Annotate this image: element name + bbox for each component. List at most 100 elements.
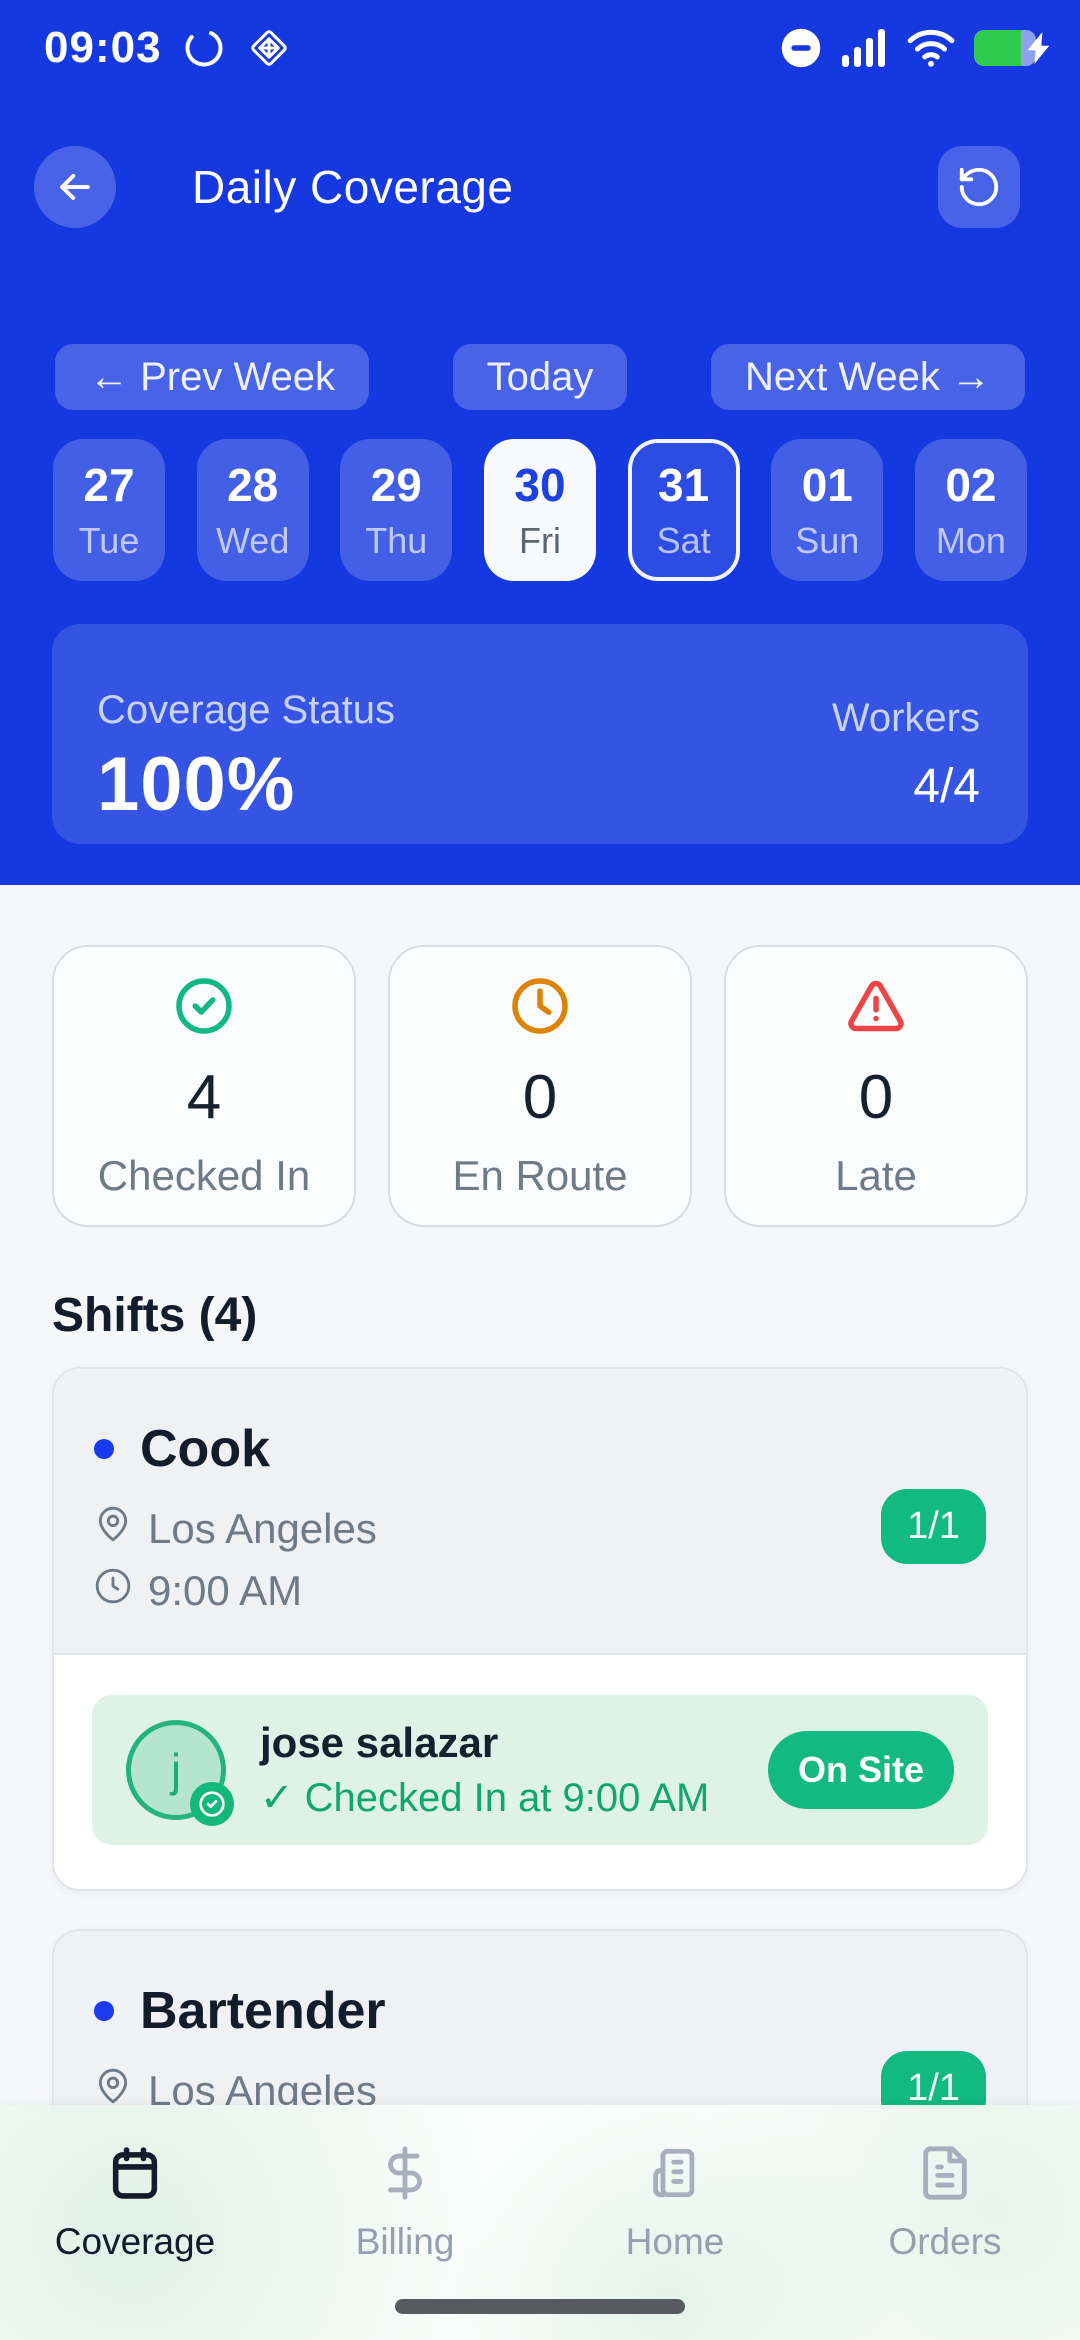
bottom-nav: Coverage Billing: [0, 2105, 1080, 2340]
diamond-status-icon: [246, 25, 292, 71]
nav-label: Home: [625, 2220, 725, 2262]
week-nav: ← Prev Week Today Next Week →: [0, 344, 1080, 410]
date-chip-02[interactable]: 02 Mon: [914, 439, 1027, 581]
date-chip-31-today[interactable]: 31 Sat: [627, 439, 740, 581]
coverage-status-card: Coverage Status 100% Workers 4/4: [52, 624, 1028, 844]
coverage-percent-block: Coverage Status 100%: [97, 688, 395, 844]
stat-card-en-route: 0 En Route: [388, 945, 692, 1227]
date-number: 02: [945, 459, 997, 511]
shift-card-cook[interactable]: Cook Los Angeles 9: [52, 1367, 1028, 1891]
stat-label: Late: [835, 1151, 917, 1199]
stat-label: Checked In: [97, 1151, 311, 1199]
do-not-disturb-icon: [780, 27, 822, 69]
worker-info: jose salazar ✓ Checked In at 9:00 AM: [260, 1719, 709, 1821]
prev-week-button[interactable]: ← Prev Week: [55, 344, 369, 410]
wifi-icon: [906, 27, 956, 69]
date-number: 27: [83, 459, 135, 511]
page-title: Daily Coverage: [192, 161, 514, 213]
shift-title-row: Cook: [94, 1419, 986, 1479]
date-weekday: Mon: [935, 520, 1006, 561]
nav-item-orders[interactable]: Orders: [810, 2118, 1080, 2263]
next-week-button[interactable]: Next Week →: [711, 344, 1025, 410]
main-content: 4 Checked In 0 En Route: [0, 945, 1080, 2219]
dollar-icon: [376, 2144, 434, 2205]
date-weekday: Sat: [656, 520, 711, 561]
stat-card-checked-in: 4 Checked In: [52, 945, 356, 1227]
date-chip-29[interactable]: 29 Thu: [340, 439, 453, 581]
stat-value: 4: [186, 1062, 222, 1132]
sync-spinner-icon: [182, 26, 226, 70]
workers-block: Workers 4/4: [832, 688, 980, 844]
home-indicator[interactable]: [395, 2299, 685, 2314]
nav-item-home[interactable]: Home: [540, 2118, 810, 2263]
shifts-heading: Shifts (4): [52, 1289, 258, 1342]
nav-label: Coverage: [54, 2220, 216, 2262]
date-chip-01[interactable]: 01 Sun: [771, 439, 884, 581]
date-weekday: Wed: [215, 520, 290, 561]
header-section: 09:03: [0, 0, 1080, 885]
status-bar: 09:03: [0, 0, 1080, 80]
shift-title: Cook: [140, 1420, 270, 1478]
shift-body: j jose salazar ✓ Checked In at 9:00 AM O…: [54, 1655, 1026, 1889]
shift-dot-icon: [94, 2001, 114, 2021]
today-button[interactable]: Today: [452, 344, 628, 410]
stat-value: 0: [858, 1062, 894, 1132]
nav-item-coverage[interactable]: Coverage: [0, 2118, 270, 2263]
alert-triangle-icon: [846, 976, 906, 1041]
status-left: 09:03: [44, 23, 292, 73]
date-chip-28[interactable]: 28 Wed: [196, 439, 309, 581]
calendar-icon: [106, 2144, 164, 2205]
clock-icon: [94, 1567, 132, 1615]
clock-icon: [510, 976, 570, 1041]
date-number: 29: [370, 459, 422, 511]
checked-in-badge-icon: [190, 1782, 234, 1826]
date-number: 30: [514, 459, 566, 511]
status-time: 09:03: [44, 23, 162, 72]
date-weekday: Fri: [518, 520, 561, 561]
shift-location-row: Los Angeles: [94, 1505, 986, 1553]
nav-item-billing[interactable]: Billing: [270, 2118, 540, 2263]
stat-value: 0: [522, 1062, 558, 1132]
worker-name: jose salazar: [260, 1719, 499, 1766]
worker-checkin-status: ✓ Checked In at 9:00 AM: [260, 1776, 710, 1820]
map-pin-icon: [94, 1505, 132, 1553]
workers-value: 4/4: [913, 760, 980, 813]
coverage-percent-value: 100%: [97, 742, 296, 827]
back-button[interactable]: [34, 146, 116, 228]
date-number: 31: [658, 459, 710, 511]
shift-location: Los Angeles: [148, 1505, 377, 1552]
nav-label: Billing: [355, 2220, 455, 2262]
stat-label: En Route: [452, 1151, 628, 1199]
date-chip-27[interactable]: 27 Tue: [53, 439, 165, 581]
on-site-badge: On Site: [767, 1731, 954, 1809]
avatar: j: [126, 1720, 234, 1826]
worker-row[interactable]: j jose salazar ✓ Checked In at 9:00 AM O…: [92, 1695, 988, 1845]
status-right: [780, 27, 1050, 69]
shift-fill-badge: 1/1: [881, 1489, 986, 1564]
map-pin-icon: [94, 2067, 132, 2115]
shift-time-row: 9:00 AM: [94, 1567, 986, 1615]
refresh-button[interactable]: [938, 146, 1020, 228]
date-number: 28: [227, 459, 279, 511]
coverage-status-label: Coverage Status: [97, 688, 395, 732]
shift-header: Cook Los Angeles 9: [54, 1369, 1026, 1655]
nav-items: Coverage Billing: [0, 2105, 1080, 2275]
check-circle-icon: [174, 976, 234, 1041]
battery-charging-icon: [974, 30, 1050, 66]
nav-label: Orders: [888, 2220, 1002, 2262]
app-header: Daily Coverage: [0, 142, 1080, 232]
date-picker-row: 27 Tue 28 Wed 29 Thu 30 Fri 31 Sat 01 Su…: [0, 439, 1080, 581]
stat-card-late: 0 Late: [724, 945, 1028, 1227]
shift-title: Bartender: [140, 1982, 386, 2040]
document-icon: [916, 2144, 974, 2205]
stats-row: 4 Checked In 0 En Route: [52, 945, 1028, 1227]
date-number: 01: [801, 459, 853, 511]
date-chip-30-selected[interactable]: 30 Fri: [483, 439, 596, 581]
shift-time: 9:00 AM: [148, 1567, 303, 1614]
date-weekday: Tue: [78, 520, 140, 561]
shift-dot-icon: [94, 1439, 114, 1459]
signal-icon: [840, 27, 888, 69]
date-weekday: Thu: [365, 520, 428, 561]
shift-title-row: Bartender: [94, 1981, 986, 2041]
